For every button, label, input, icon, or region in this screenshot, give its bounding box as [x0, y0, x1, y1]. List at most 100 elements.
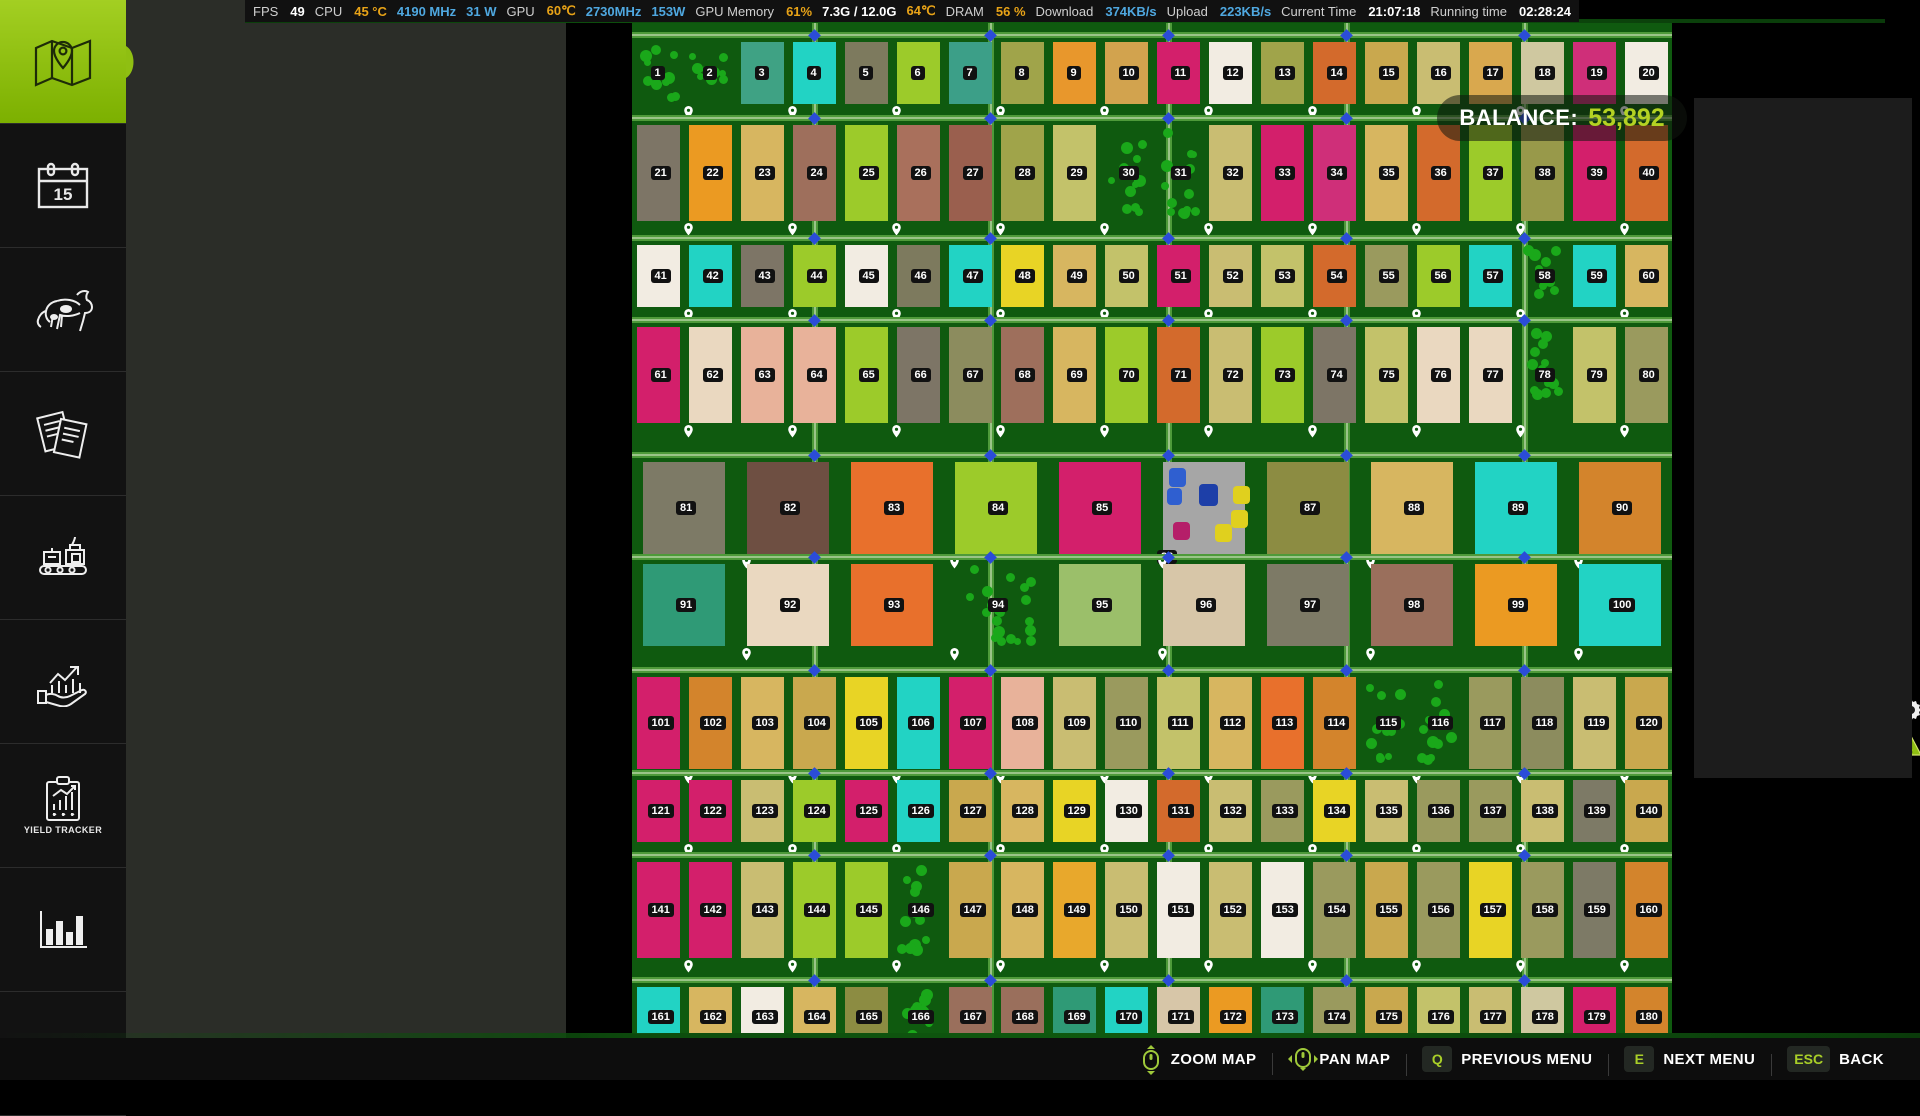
map-field-number: 10 [1119, 66, 1139, 80]
hotkey-zoom-map[interactable]: ZOOM MAP [1124, 1045, 1273, 1073]
perf-label: Running time [1430, 4, 1507, 19]
farm-map[interactable]: 1234567891011121314151617181920212223242… [632, 22, 1672, 1034]
map-field-number: 79 [1587, 368, 1607, 382]
map-field-number: 109 [1064, 716, 1090, 730]
map-field-number: 117 [1480, 716, 1506, 730]
map-field-number: 102 [700, 716, 726, 730]
map-field-number: 177 [1480, 1010, 1506, 1024]
hotkey-next-menu[interactable]: ENEXT MENU [1608, 1046, 1771, 1072]
map-road-horizontal [632, 667, 1672, 673]
field-marker-pin[interactable] [949, 648, 960, 663]
sidebar-item-yield-tracker[interactable]: YIELD TRACKER [0, 744, 126, 868]
map-field-number: 71 [1171, 368, 1191, 382]
balance-label: BALANCE: [1459, 105, 1578, 131]
map-field-number: 45 [859, 269, 879, 283]
field-marker-pin[interactable] [1099, 425, 1110, 440]
map-field-number: 32 [1223, 166, 1243, 180]
field-marker-pin[interactable] [1411, 960, 1422, 975]
field-marker-pin[interactable] [787, 960, 798, 975]
map-field-number: 80 [1639, 368, 1659, 382]
map-field-number: 136 [1428, 804, 1454, 818]
map-field-number: 30 [1119, 166, 1139, 180]
map-road-horizontal [632, 32, 1672, 38]
map-field-number: 167 [960, 1010, 986, 1024]
hotkey-pan-map[interactable]: PAN MAP [1272, 1045, 1406, 1073]
map-field-number: 120 [1636, 716, 1662, 730]
map-field-number: 60 [1639, 269, 1659, 283]
map-field-number: 20 [1639, 66, 1659, 80]
map-road-horizontal [632, 317, 1672, 323]
field-marker-pin[interactable] [1619, 425, 1630, 440]
map-field-number: 121 [648, 804, 674, 818]
field-marker-pin[interactable] [1365, 648, 1376, 663]
field-marker-pin[interactable] [1411, 425, 1422, 440]
field-marker-pin[interactable] [891, 960, 902, 975]
field-marker-pin[interactable] [787, 425, 798, 440]
map-field-number: 38 [1535, 166, 1555, 180]
farmyard-building-icon[interactable] [1173, 522, 1190, 540]
map-field-number: 132 [1220, 804, 1246, 818]
map-field-number: 7 [963, 66, 977, 80]
perf-label: GPU Memory [695, 4, 774, 19]
sidebar-item-animals[interactable] [0, 248, 126, 372]
farmyard-building-icon[interactable] [1169, 468, 1186, 487]
map-field-number: 63 [755, 368, 775, 382]
farmyard-building-icon[interactable] [1199, 484, 1218, 506]
hotkey-key: E [1624, 1046, 1654, 1072]
map-field-number: 127 [960, 804, 986, 818]
farmyard-building-icon[interactable] [1215, 524, 1232, 542]
field-marker-pin[interactable] [683, 960, 694, 975]
map-field-number: 70 [1119, 368, 1139, 382]
sidebar-item-map[interactable] [0, 0, 126, 124]
field-marker-pin[interactable] [1515, 960, 1526, 975]
field-marker-pin[interactable] [1203, 960, 1214, 975]
map-field-number: 150 [1116, 903, 1142, 917]
map-field-number: 41 [651, 269, 671, 283]
map-field-number: 77 [1483, 368, 1503, 382]
map-field-number: 152 [1220, 903, 1246, 917]
map-field-number: 58 [1535, 269, 1555, 283]
map-field-number: 158 [1532, 903, 1558, 917]
field-marker-pin[interactable] [1203, 425, 1214, 440]
field-marker-pin[interactable] [1515, 425, 1526, 440]
map-field-number: 62 [703, 368, 723, 382]
map-field-number: 131 [1168, 804, 1194, 818]
field-marker-pin[interactable] [1573, 648, 1584, 663]
hotkey-back[interactable]: ESCBACK [1771, 1046, 1900, 1072]
map-field-number: 13 [1275, 66, 1295, 80]
field-marker-pin[interactable] [995, 425, 1006, 440]
field-marker-pin[interactable] [741, 648, 752, 663]
field-marker-pin[interactable] [1307, 960, 1318, 975]
sidebar-item-finances[interactable] [0, 620, 126, 744]
hotkey-previous-menu[interactable]: QPREVIOUS MENU [1406, 1046, 1608, 1072]
sidebar-item-statistics[interactable] [0, 868, 126, 992]
map-field-number: 95 [1092, 598, 1112, 612]
sidebar-item-calendar[interactable]: 15 [0, 124, 126, 248]
map-field-number: 97 [1300, 598, 1320, 612]
sidebar-item-production[interactable] [0, 496, 126, 620]
map-field-number: 16 [1431, 66, 1451, 80]
field-marker-pin[interactable] [1099, 960, 1110, 975]
field-marker-pin[interactable] [1157, 648, 1168, 663]
map-field-number: 87 [1300, 501, 1320, 515]
map-field-number: 111 [1168, 716, 1193, 730]
field-marker-pin[interactable] [891, 425, 902, 440]
map-field-number: 54 [1327, 269, 1347, 283]
map-field-number: 100 [1609, 598, 1635, 612]
map-pin-icon [34, 36, 92, 88]
field-marker-pin[interactable] [995, 960, 1006, 975]
map-field-number: 178 [1532, 1010, 1558, 1024]
map-field-number: 72 [1223, 368, 1243, 382]
map-field-number: 110 [1116, 716, 1142, 730]
map-field-number: 37 [1483, 166, 1503, 180]
mouse-wheel-horizontal-icon [1288, 1045, 1310, 1073]
farmyard-building-icon[interactable] [1233, 486, 1250, 504]
field-marker-pin[interactable] [1307, 425, 1318, 440]
map-field-number: 99 [1508, 598, 1528, 612]
farmyard-building-icon[interactable] [1167, 488, 1182, 505]
field-marker-pin[interactable] [1619, 960, 1630, 975]
farmyard-building-icon[interactable] [1231, 510, 1248, 528]
perf-value: 7.3G / 12.0G [822, 4, 896, 19]
field-marker-pin[interactable] [683, 425, 694, 440]
sidebar-item-contracts[interactable] [0, 372, 126, 496]
